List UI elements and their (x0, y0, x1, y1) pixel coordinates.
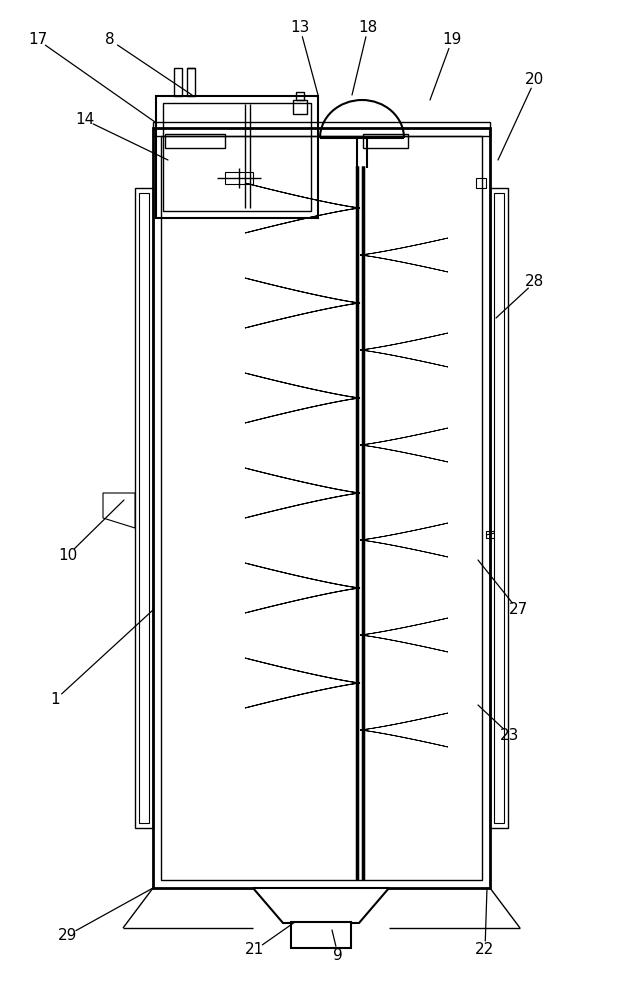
Polygon shape (360, 713, 448, 747)
Polygon shape (360, 238, 448, 272)
Polygon shape (103, 493, 135, 528)
Polygon shape (360, 333, 448, 367)
Text: 22: 22 (475, 942, 495, 958)
Polygon shape (245, 658, 360, 708)
Polygon shape (360, 523, 448, 557)
Bar (476, 178, 486, 188)
Polygon shape (245, 278, 360, 328)
Text: 20: 20 (525, 73, 545, 88)
Bar (293, 100, 307, 114)
Text: 8: 8 (105, 32, 115, 47)
Bar (363, 134, 408, 148)
Text: 14: 14 (75, 112, 95, 127)
Polygon shape (360, 428, 448, 462)
Bar (161, 136, 482, 880)
Polygon shape (245, 373, 360, 423)
Bar (187, 68, 195, 96)
Bar (486, 531, 498, 538)
Text: 1: 1 (50, 692, 60, 708)
Text: 23: 23 (500, 728, 520, 742)
Text: 17: 17 (29, 32, 47, 47)
Bar (153, 128, 490, 888)
Text: 13: 13 (290, 20, 310, 35)
Polygon shape (253, 888, 389, 923)
Polygon shape (245, 183, 360, 233)
Bar (163, 103, 311, 211)
Polygon shape (245, 468, 360, 518)
Bar (139, 193, 149, 823)
Text: 10: 10 (59, 548, 78, 562)
Bar (291, 922, 351, 948)
Text: 27: 27 (508, 602, 528, 617)
Text: 9: 9 (333, 948, 343, 962)
Bar (174, 68, 182, 96)
Bar (296, 92, 304, 100)
Text: 28: 28 (525, 274, 545, 290)
Polygon shape (245, 563, 360, 613)
Bar (494, 193, 504, 823)
Bar (156, 96, 318, 218)
Text: 29: 29 (59, 928, 78, 942)
Bar (153, 122, 490, 136)
Bar (490, 188, 508, 828)
Bar (135, 188, 153, 828)
Bar (165, 134, 225, 148)
Text: 21: 21 (245, 942, 265, 958)
Text: 19: 19 (442, 32, 462, 47)
Text: 18: 18 (358, 20, 378, 35)
Polygon shape (360, 618, 448, 652)
Bar (225, 172, 253, 184)
